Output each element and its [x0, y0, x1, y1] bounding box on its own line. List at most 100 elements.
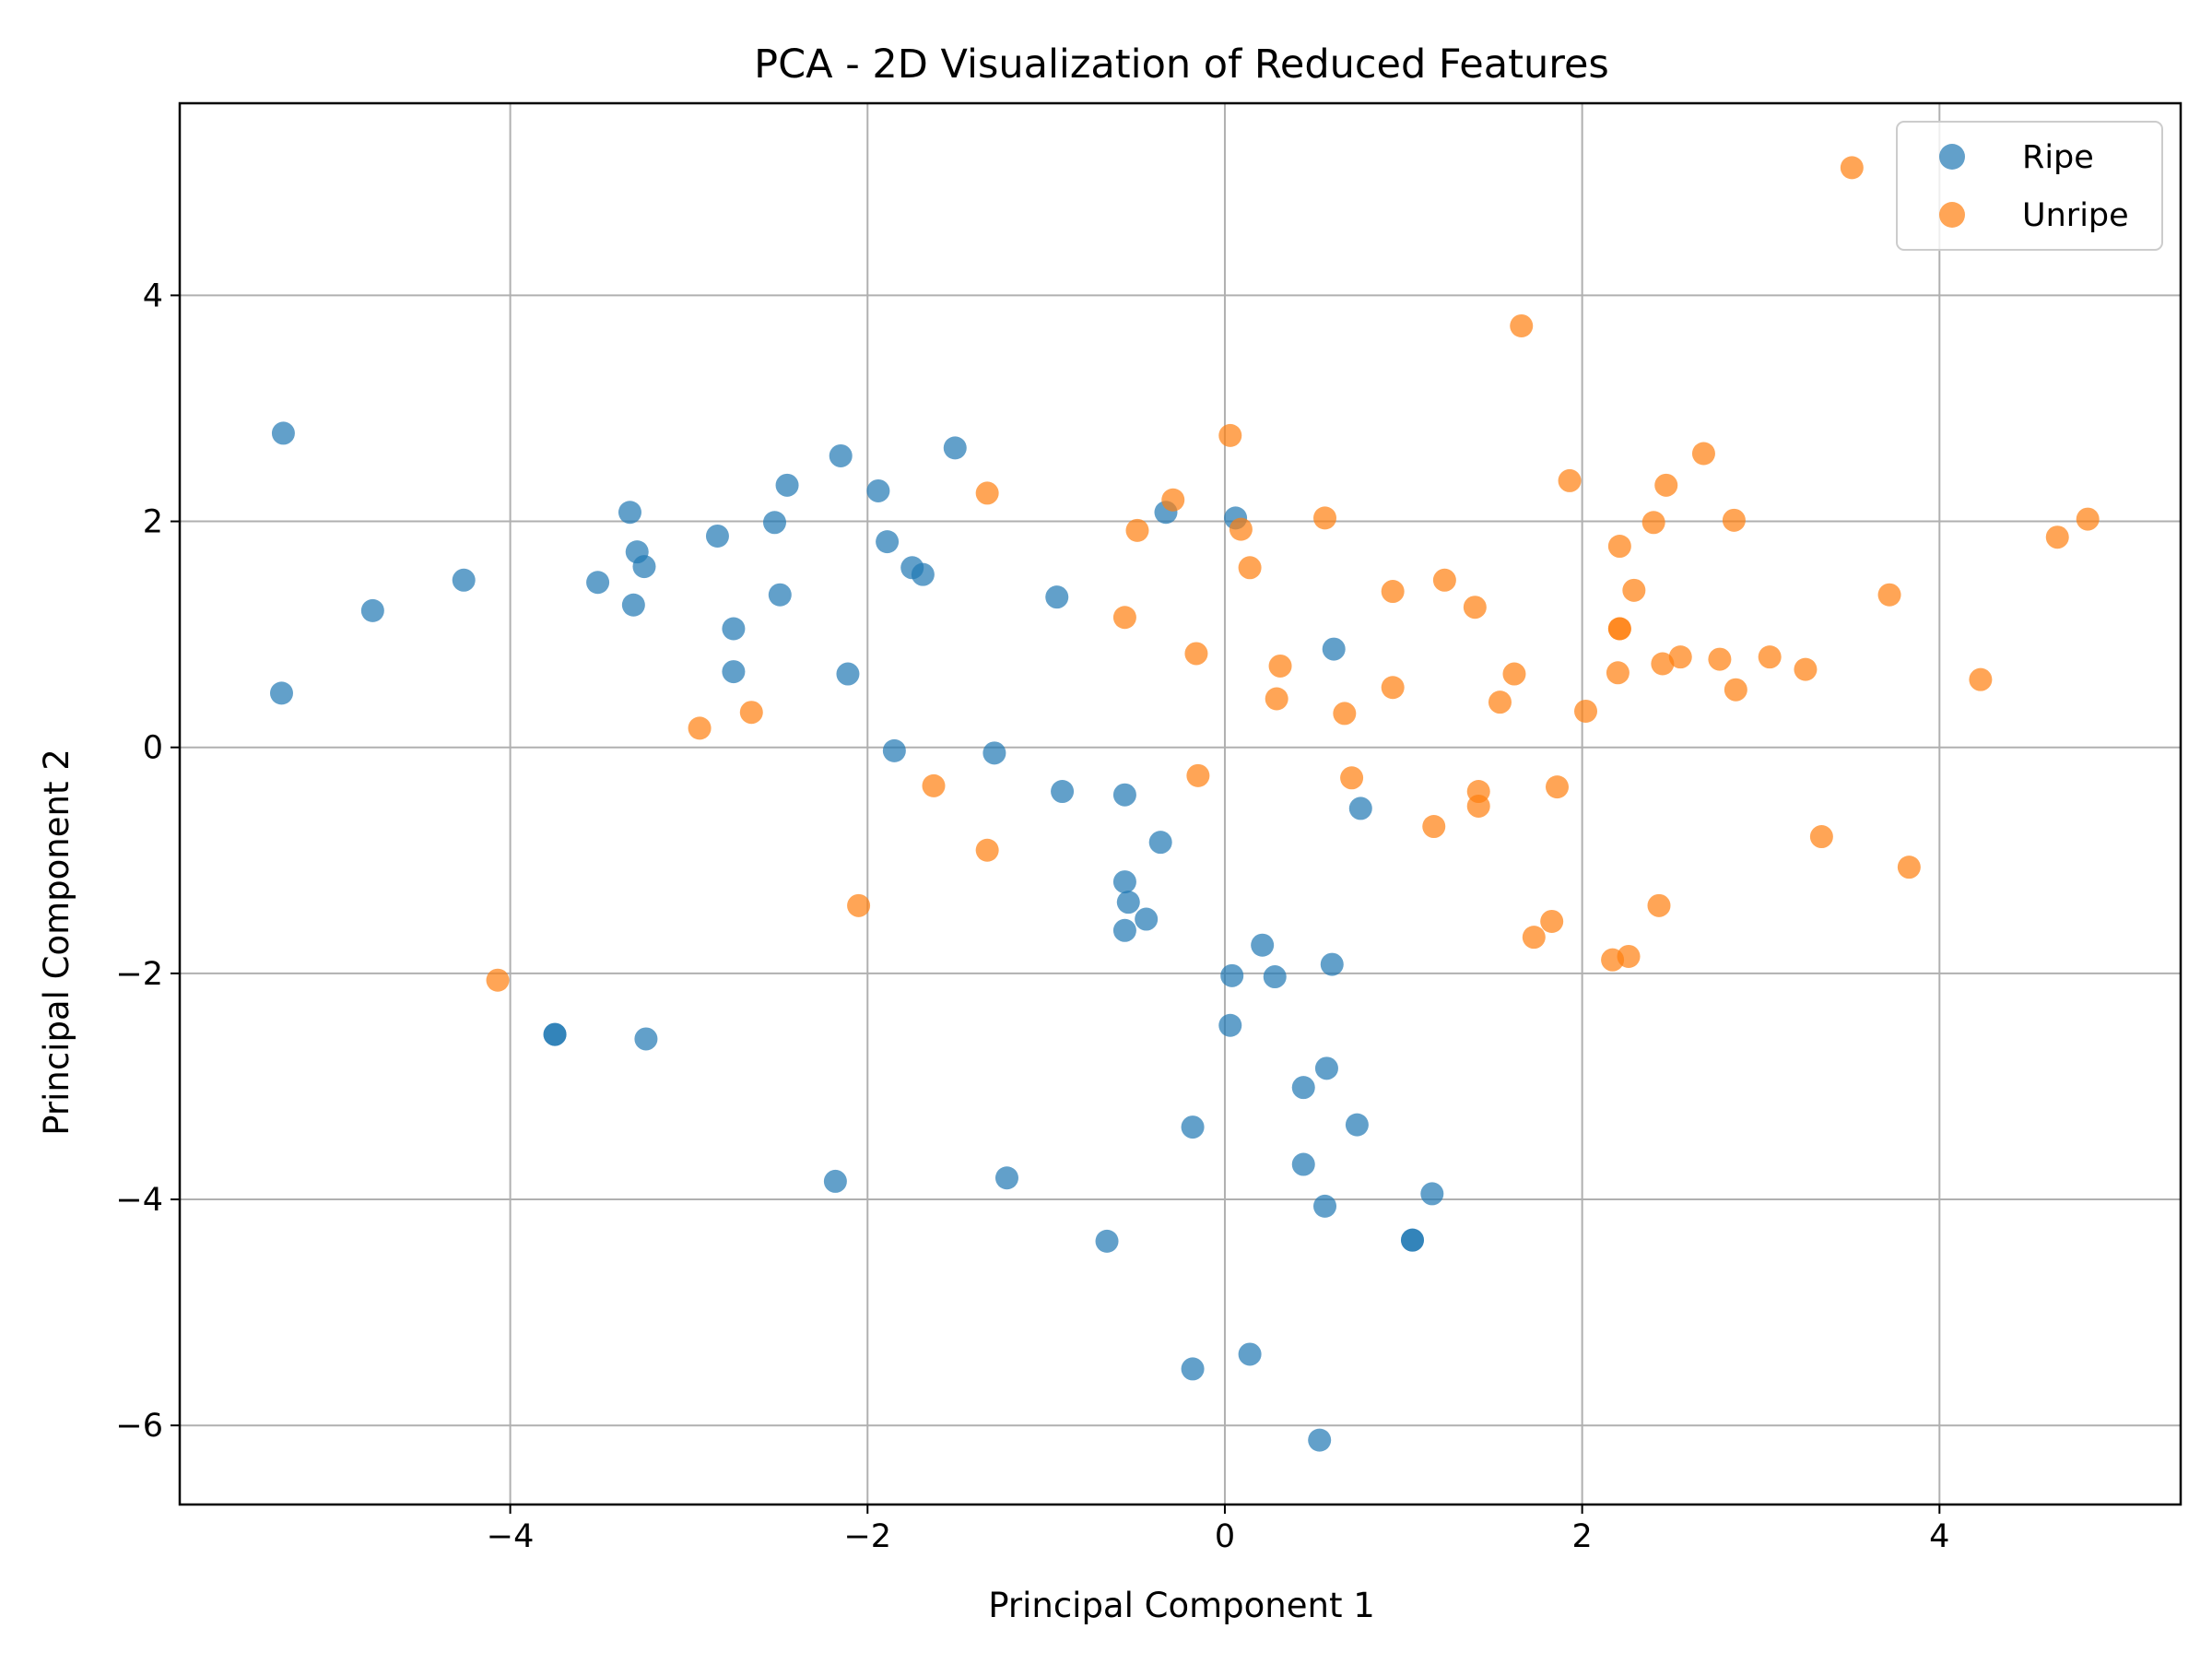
- y-axis-label: Principal Component 2: [37, 749, 76, 1136]
- y-tick-label: −4: [115, 1182, 163, 1219]
- scatter-point-ripe: [1291, 1076, 1315, 1100]
- scatter-point-unripe: [1654, 473, 1678, 497]
- axis-ticks: −4 −2 0 2 4 −6 −4 −2 0 2 4: [115, 277, 1949, 1555]
- scatter-point-ripe: [1345, 1113, 1369, 1137]
- scatter-point-unripe: [1502, 662, 1526, 686]
- scatter-point-ripe: [722, 660, 746, 684]
- scatter-point-ripe: [836, 662, 860, 686]
- scatter-point-unripe: [1691, 442, 1715, 466]
- chart-title: PCA - 2D Visualization of Reduced Featur…: [754, 41, 1609, 88]
- legend-label-unripe: Unripe: [2022, 197, 2129, 234]
- scatter-point-unripe: [1708, 647, 1732, 671]
- scatter-point-ripe: [634, 1027, 658, 1051]
- scatter-point-unripe: [1601, 948, 1625, 972]
- scatter-point-ripe: [911, 562, 935, 586]
- scatter-point-unripe: [1313, 506, 1337, 530]
- y-tick-label: −2: [115, 956, 163, 993]
- scatter-point-unripe: [1381, 676, 1405, 700]
- scatter-point-ripe: [768, 583, 792, 607]
- scatter-point-unripe: [1381, 580, 1405, 604]
- scatter-point-ripe: [775, 473, 799, 497]
- x-tick-label: −2: [843, 1518, 891, 1555]
- x-tick-label: 0: [1215, 1518, 1235, 1555]
- scatter-point-ripe: [823, 1169, 847, 1193]
- x-tick-label: 4: [1929, 1518, 1949, 1555]
- scatter-point-unripe: [2045, 525, 2069, 549]
- legend-marker-ripe: [1939, 144, 1965, 170]
- scatter-point-ripe: [543, 1022, 567, 1046]
- scatter-point-unripe: [1809, 825, 1833, 849]
- scatter-point-unripe: [1422, 815, 1446, 839]
- scatter-point-unripe: [1463, 596, 1487, 620]
- scatter-point-ripe: [943, 436, 967, 460]
- scatter-point-ripe: [1313, 1194, 1337, 1218]
- scatter-point-ripe: [1220, 963, 1244, 987]
- scatter-point-ripe: [1348, 797, 1372, 820]
- series-ripe: [269, 421, 1444, 1452]
- scatter-point-ripe: [1045, 585, 1069, 609]
- scatter-point-unripe: [1722, 508, 1746, 532]
- scatter-point-ripe: [1251, 933, 1275, 957]
- scatter-point-unripe: [1758, 645, 1782, 669]
- scatter-point-ripe: [618, 501, 641, 525]
- scatter-point-ripe: [1135, 907, 1159, 931]
- scatter-point-unripe: [1840, 156, 1864, 180]
- scatter-point-unripe: [1265, 687, 1288, 711]
- scatter-point-unripe: [1897, 856, 1921, 879]
- scatter-point-ripe: [1420, 1182, 1444, 1206]
- scatter-point-unripe: [1724, 678, 1747, 702]
- scatter-point-unripe: [1125, 518, 1149, 542]
- scatter-point-ripe: [1314, 1056, 1338, 1080]
- scatter-point-ripe: [360, 598, 384, 622]
- scatter-point-ripe: [452, 568, 476, 592]
- scatter-point-unripe: [1268, 654, 1292, 678]
- scatter-point-unripe: [1488, 690, 1512, 714]
- scatter-point-unripe: [975, 838, 999, 862]
- scatter-point-ripe: [705, 524, 729, 548]
- scatter-point-unripe: [1969, 667, 1993, 691]
- scatter-point-unripe: [1218, 423, 1242, 447]
- scatter-point-unripe: [1546, 775, 1570, 799]
- scatter-point-unripe: [1238, 556, 1262, 580]
- scatter-point-ripe: [1320, 952, 1344, 976]
- scatter-point-ripe: [1291, 1152, 1315, 1176]
- scatter-point-unripe: [1558, 468, 1582, 492]
- legend: Ripe Unripe: [1896, 121, 2163, 251]
- scatter-point-unripe: [1574, 699, 1598, 723]
- scatter-point-ripe: [1051, 780, 1075, 804]
- scatter-point-ripe: [1116, 891, 1140, 915]
- y-tick-label: 4: [143, 277, 163, 314]
- scatter-point-unripe: [1877, 583, 1901, 607]
- scatter-point-unripe: [1540, 909, 1564, 933]
- scatter-point-ripe: [1095, 1229, 1119, 1253]
- scatter-point-ripe: [1112, 783, 1136, 807]
- scatter-point-unripe: [1622, 578, 1646, 602]
- scatter-point-unripe: [1606, 661, 1630, 685]
- scatter-point-ripe: [1181, 1115, 1205, 1139]
- scatter-point-ripe: [632, 555, 656, 579]
- scatter-point-unripe: [975, 481, 999, 505]
- legend-label-ripe: Ripe: [2022, 139, 2094, 176]
- scatter-point-ripe: [982, 741, 1006, 765]
- grid-lines: [180, 103, 2181, 1505]
- scatter-point-ripe: [1218, 1013, 1242, 1037]
- scatter-point-unripe: [922, 773, 946, 797]
- scatter-point-ripe: [269, 681, 293, 705]
- scatter-point-unripe: [1794, 657, 1818, 681]
- scatter-point-ripe: [621, 593, 645, 617]
- scatter-point-unripe: [1184, 642, 1208, 666]
- scatter-point-ripe: [1148, 831, 1172, 855]
- scatter-point-ripe: [882, 738, 906, 762]
- x-tick-label: 2: [1571, 1518, 1592, 1555]
- scatter-point-unripe: [1607, 535, 1631, 559]
- scatter-point-ripe: [271, 421, 295, 445]
- scatter-point-unripe: [1651, 652, 1675, 676]
- scatter-point-unripe: [1522, 926, 1546, 950]
- scatter-point-ripe: [722, 617, 746, 641]
- scatter-point-ripe: [994, 1166, 1018, 1190]
- x-axis-label: Principal Component 1: [988, 1586, 1375, 1625]
- scatter-point-unripe: [1432, 568, 1456, 592]
